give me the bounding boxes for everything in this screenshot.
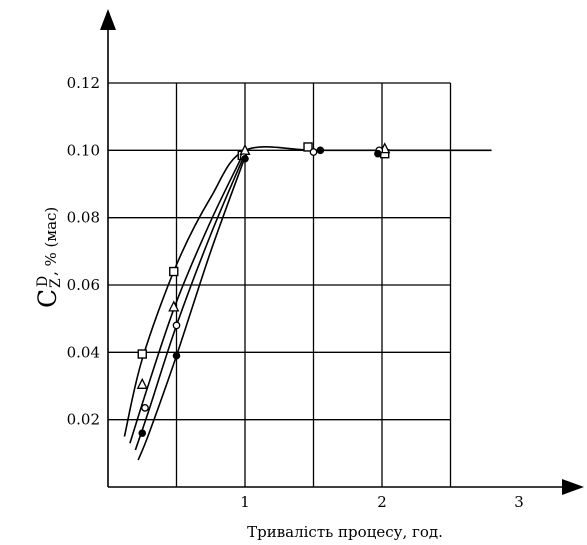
data-point-open-circle (141, 404, 149, 412)
data-point-triangle (168, 300, 180, 312)
y-tick-label: 0.04 (67, 343, 100, 361)
series-markers (136, 142, 391, 437)
series-line-open-circle (134, 153, 246, 451)
data-point-filled-circle (374, 149, 382, 158)
data-point-filled-circle (138, 429, 147, 437)
series-line-filled-circle (137, 156, 246, 461)
y-axis-symbol: C (33, 289, 62, 308)
x-axis-label: Тривалість процесу, год. (247, 523, 443, 541)
x-tick-label: 3 (514, 493, 524, 511)
y-tick-label: 0.08 (67, 209, 100, 227)
grid (108, 82, 452, 487)
data-point-filled-circle (316, 146, 325, 155)
axes (100, 9, 584, 495)
series-curves (123, 146, 492, 461)
y-tick-label: 0.02 (67, 411, 100, 429)
tick-labels: 1 2 3 0.02 0.04 0.06 0.08 0.10 0.12 (67, 74, 524, 511)
data-point-square (137, 349, 147, 359)
x-tick-label: 2 (377, 493, 387, 511)
data-point-open-circle (172, 321, 181, 330)
y-tick-label: 0.06 (67, 276, 100, 294)
y-tick-label: 0.10 (67, 141, 100, 159)
x-tick-label: 1 (240, 493, 250, 511)
series-line-triangle (129, 149, 246, 444)
x-axis-arrow (562, 479, 584, 495)
y-axis-label: C D Z , % (мас) (33, 207, 64, 308)
data-point-open-circle (309, 148, 318, 156)
series-line-square (123, 146, 492, 437)
data-point-filled-circle (241, 154, 249, 163)
y-axis-unit: , % (мас) (42, 207, 60, 276)
y-axis-superscript: D (35, 276, 51, 287)
y-axis-arrow (100, 9, 116, 30)
data-point-filled-circle (172, 351, 181, 360)
y-axis-subscript: Z (48, 278, 64, 288)
data-point-triangle (136, 377, 148, 389)
y-tick-label: 0.12 (67, 74, 100, 92)
data-point-square (169, 266, 179, 277)
data-point-square (303, 142, 313, 152)
